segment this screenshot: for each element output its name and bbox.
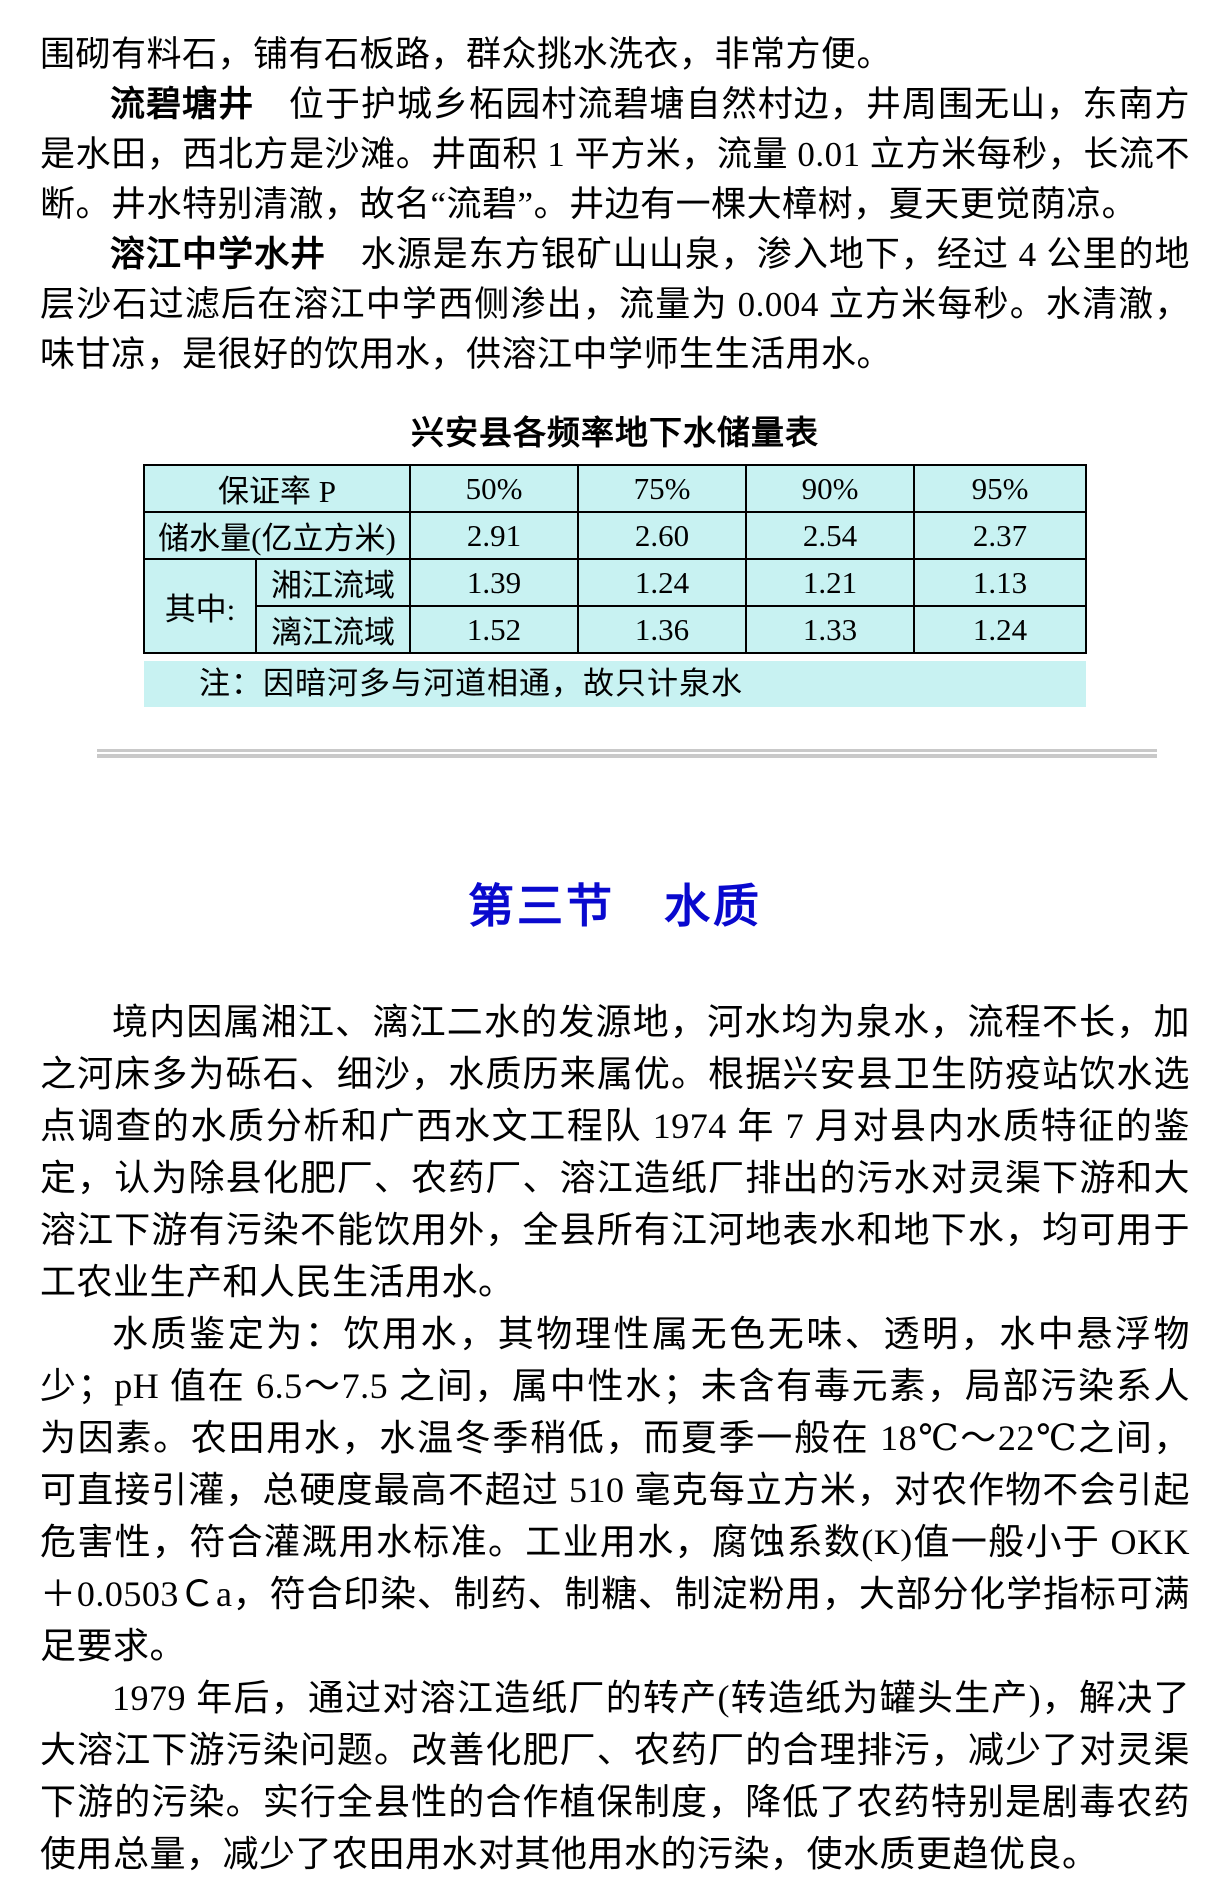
cell-storage-90: 2.54	[745, 511, 915, 560]
cell-storage-label: 储水量(亿立方米)	[143, 511, 411, 560]
well-name-liubitang: 流碧塘井	[110, 85, 255, 124]
cell-storage-75: 2.60	[577, 511, 747, 560]
cell-xiangjiang-75: 1.24	[577, 558, 747, 607]
groundwater-table-section: 兴安县各频率地下水储量表 保证率 P 50% 75% 90% 95% 储水量(亿…	[40, 406, 1190, 707]
cell-lijiang-90: 1.33	[745, 605, 915, 654]
header-cell-75: 75%	[577, 464, 747, 513]
paragraph-pollution-control: 1979 年后，通过对溶江造纸厂的转产(转造纸为罐头生产)，解决了大溶江下游污染…	[40, 1678, 1190, 1874]
header-cell-90: 90%	[745, 464, 915, 513]
table-row-header: 保证率 P 50% 75% 90% 95%	[143, 464, 1087, 513]
header-cell-95: 95%	[913, 464, 1087, 513]
water-quality-section-body: 境内因属湘江、漓江二水的发源地，河水均为泉水，流程不长，加之河床多为砾石、细沙，…	[40, 996, 1190, 1880]
cell-group-label: 其中:	[143, 558, 257, 654]
table-title: 兴安县各频率地下水储量表	[411, 416, 819, 452]
cell-xiangjiang-90: 1.21	[745, 558, 915, 607]
well-description: 水源是东方银矿山山泉，渗入地下，经过 4 公里的地层沙石过滤后在溶江中学西侧渗出…	[40, 235, 1190, 374]
cell-lijiang-label: 漓江流域	[255, 605, 411, 654]
well-description: 位于护城乡柘园村流碧塘自然村边，井周围无山，东南方是水田，西北方是沙滩。井面积 …	[40, 85, 1190, 224]
paragraph-water-assessment: 水质鉴定为：饮用水，其物理性属无色无味、透明，水中悬浮物少；pH 值在 6.5～…	[40, 1314, 1190, 1666]
cell-xiangjiang-label: 湘江流域	[255, 558, 411, 607]
paragraph-intro-continuation: 围砌有料石，铺有石板路，群众挑水洗衣，非常方便。	[40, 35, 893, 74]
paragraph-rongjiang-school-well: 溶江中学水井 水源是东方银矿山山泉，渗入地下，经过 4 公里的地层沙石过滤后在溶江…	[40, 230, 1190, 380]
section-divider-rule	[97, 749, 1157, 758]
table-row-storage: 储水量(亿立方米) 2.91 2.60 2.54 2.37	[143, 511, 1087, 560]
cell-lijiang-75: 1.36	[577, 605, 747, 654]
cell-lijiang-95: 1.24	[913, 605, 1087, 654]
table-note: 注：因暗河多与河道相通，故只计泉水	[144, 661, 1086, 707]
header-cell-guarantee-rate: 保证率 P	[143, 464, 411, 513]
cell-xiangjiang-95: 1.13	[913, 558, 1087, 607]
well-name-rongjiang-school: 溶江中学水井	[110, 235, 327, 274]
table-row-xiangjiang: 其中: 湘江流域 1.39 1.24 1.21 1.13	[143, 558, 1087, 654]
cell-lijiang-50: 1.52	[409, 605, 579, 654]
paragraph-liubitang-well: 流碧塘井 位于护城乡柘园村流碧塘自然村边，井周围无山，东南方是水田，西北方是沙滩。…	[40, 80, 1190, 230]
cell-storage-95: 2.37	[913, 511, 1087, 560]
header-cell-50: 50%	[409, 464, 579, 513]
cell-xiangjiang-50: 1.39	[409, 558, 579, 607]
cell-storage-50: 2.91	[409, 511, 579, 560]
section-heading: 第三节 水质	[468, 881, 762, 932]
paragraph-water-sources: 境内因属湘江、漓江二水的发源地，河水均为泉水，流程不长，加之河床多为砾石、细沙，…	[40, 1002, 1190, 1302]
groundwater-storage-table: 保证率 P 50% 75% 90% 95% 储水量(亿立方米) 2.91 2.6…	[143, 464, 1087, 654]
table-row-lijiang: 漓江流域 1.52 1.36 1.33 1.24	[144, 605, 1087, 654]
